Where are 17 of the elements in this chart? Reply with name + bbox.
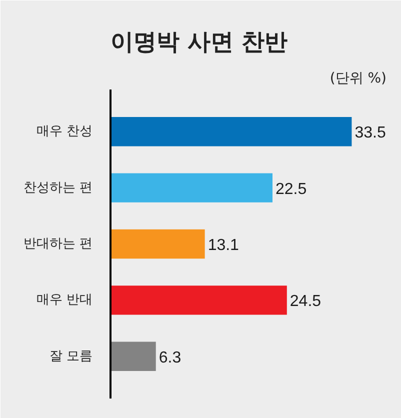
data-label: 6.3 (158, 349, 182, 366)
y-tick-label: 매우 반대 (36, 292, 93, 308)
bar (110, 173, 272, 202)
data-label: 13.1 (208, 237, 240, 254)
text: (단위 %) (330, 70, 387, 86)
bar (110, 286, 287, 315)
y-tick-label: 잘 모름 (49, 348, 93, 364)
chart-title: 이명박 사면 찬반 (110, 30, 288, 56)
bar (110, 117, 352, 146)
bar (110, 342, 156, 371)
data-label: 24.5 (290, 293, 322, 310)
y-tick-label: 찬성하는 편 (23, 180, 93, 196)
y-tick-label: 반대하는 편 (23, 236, 93, 252)
y-tick-label: 매우 찬성 (36, 124, 93, 140)
data-label: 22.5 (276, 180, 307, 198)
data-label: 33.5 (354, 124, 386, 142)
bar (110, 229, 205, 259)
